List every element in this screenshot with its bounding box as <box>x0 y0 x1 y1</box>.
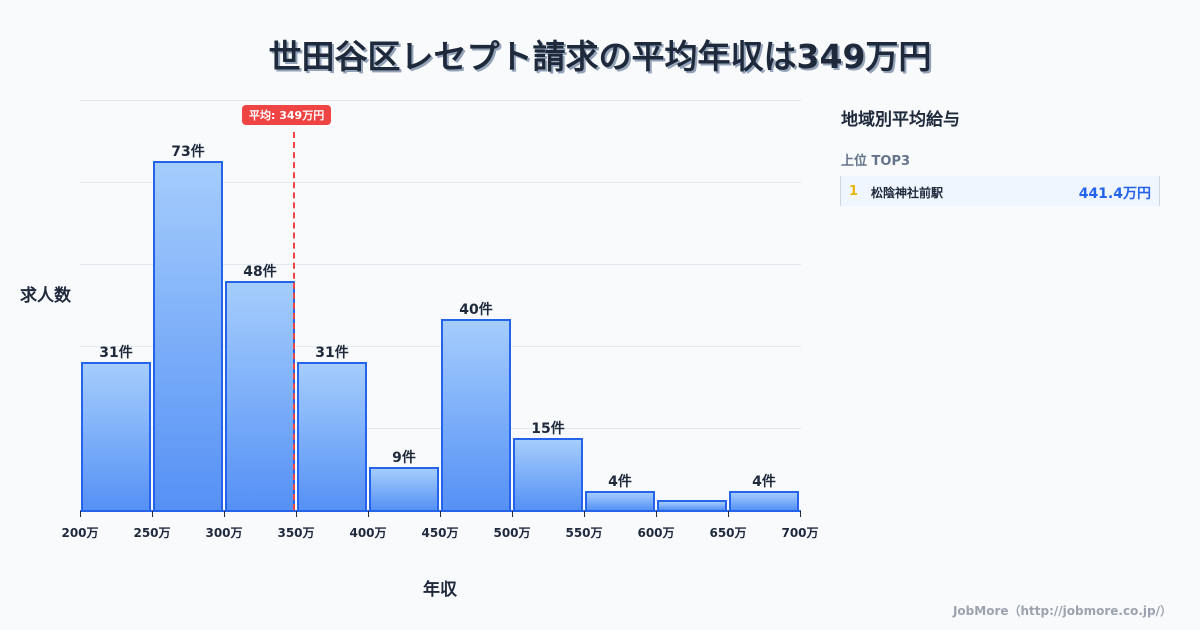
station-name: 松陰神社前駅 <box>871 186 944 200</box>
top3-subtitle: 上位 TOP3 <box>841 154 911 169</box>
histogram-bar <box>657 500 727 510</box>
x-tick-label: 300万 <box>205 526 243 540</box>
bar-value-label: 48件 <box>243 264 277 280</box>
x-tick <box>368 511 369 517</box>
average-salary-value: 441.4万円 <box>1078 186 1151 202</box>
x-tick <box>584 511 585 517</box>
x-tick-label: 500万 <box>493 526 531 540</box>
gridline <box>80 182 801 183</box>
histogram-bar <box>729 491 799 510</box>
average-line <box>293 132 295 510</box>
gridline <box>80 428 801 429</box>
bar-value-label: 31件 <box>99 345 133 361</box>
rank-number: 1 <box>849 184 859 199</box>
x-tick <box>512 511 513 517</box>
page-title: 世田谷区レセプト請求の平均年収は349万円 <box>268 37 932 76</box>
regional-salary-title: 地域別平均給与 <box>841 110 960 130</box>
histogram-bar <box>585 491 655 510</box>
x-tick <box>656 511 657 517</box>
x-tick-label: 200万 <box>61 526 99 540</box>
x-tick <box>440 511 441 517</box>
average-badge: 平均: 349万円 <box>242 105 332 125</box>
gridline <box>80 100 801 101</box>
x-tick-label: 250万 <box>133 526 171 540</box>
bar-value-label: 4件 <box>608 474 632 490</box>
x-tick-label: 400万 <box>349 526 387 540</box>
rank-row: 1 松陰神社前駅 441.4万円 <box>840 176 1160 206</box>
x-tick-label: 550万 <box>565 526 603 540</box>
x-tick-label: 350万 <box>277 526 315 540</box>
bar-value-label: 40件 <box>459 302 493 318</box>
histogram-bar <box>153 161 223 510</box>
histogram-bar <box>297 362 367 510</box>
y-axis-label: 求人数 <box>20 286 71 306</box>
x-tick <box>296 511 297 517</box>
x-tick-label: 450万 <box>421 526 459 540</box>
x-tick <box>800 511 801 517</box>
bar-value-label: 73件 <box>171 144 205 160</box>
x-tick <box>224 511 225 517</box>
x-axis-label: 年収 <box>423 580 457 600</box>
x-tick <box>728 511 729 517</box>
histogram-bar <box>81 362 151 510</box>
histogram-bar <box>441 319 511 510</box>
source-credit: JobMore（http://jobmore.co.jp/） <box>952 604 1172 618</box>
gridline <box>80 346 801 347</box>
x-tick <box>152 511 153 517</box>
x-tick-label: 600万 <box>637 526 675 540</box>
histogram-chart: 求人数 年収 31件 73件 48件 31件 9件 40件 15件 4件 4件 200万 250万… <box>20 100 819 600</box>
bar-value-label: 31件 <box>315 345 349 361</box>
histogram-bar <box>369 467 439 510</box>
bar-value-label: 15件 <box>531 421 565 437</box>
gridline <box>80 264 801 265</box>
histogram-bar <box>513 438 583 510</box>
bar-value-label: 9件 <box>392 450 416 466</box>
x-tick-label: 650万 <box>709 526 747 540</box>
x-tick-label: 700万 <box>781 526 819 540</box>
x-tick <box>80 511 81 517</box>
bar-value-label: 4件 <box>752 474 776 490</box>
histogram-bar <box>225 281 295 510</box>
